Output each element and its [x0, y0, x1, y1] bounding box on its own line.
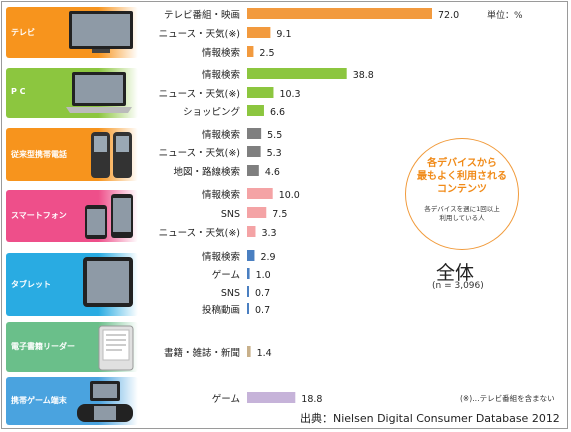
value-label: 1.4 [257, 348, 272, 359]
category-label: テレビ番組・映画 [164, 9, 240, 21]
category-label: ゲーム [212, 393, 240, 405]
callout-badge: 各デバイスから 最もよく利用される コンテンツ 各デバイスを週に1回以上 利用し… [405, 138, 519, 250]
bar [247, 128, 262, 139]
value-label: 7.5 [272, 209, 287, 220]
tablet-icon [82, 256, 134, 312]
laptop-icon [64, 71, 134, 118]
device-panel: 電子書籍リーダー [6, 322, 138, 372]
device-label: スマートフォン [11, 211, 67, 220]
device-label: テレビ [11, 27, 35, 37]
bar [247, 268, 250, 279]
flip-phone-icon [90, 131, 134, 181]
bar [247, 46, 254, 57]
callout-sub1: 各デバイスを週に1回以上 [424, 205, 500, 213]
unit-label: 単位：% [487, 11, 523, 21]
value-label: 10.3 [279, 89, 300, 100]
category-label: 投稿動画 [202, 304, 240, 316]
callout-line2: 最もよく利用される [417, 171, 507, 182]
value-label: 18.8 [301, 394, 322, 405]
category-label: 書籍・雑誌・新聞 [164, 347, 240, 359]
value-label: 0.7 [255, 288, 270, 299]
category-label: SNS [221, 288, 240, 299]
device-panel: 携帯ゲーム端末 [6, 377, 138, 425]
source-label: 出典：Nielsen Digital Consumer Database 201… [300, 412, 560, 425]
bar [247, 68, 347, 79]
device-label: 電子書籍リーダー [11, 342, 75, 351]
bar [247, 392, 296, 403]
device-panel: スマートフォン [6, 190, 138, 242]
footnote: (※)…テレビ番組を含まない [460, 394, 555, 403]
category-label: 情報検索 [202, 129, 240, 141]
bar [247, 207, 267, 218]
smartphone-icon [84, 193, 134, 242]
bar [247, 226, 256, 237]
value-label: 6.6 [270, 107, 285, 118]
bar [247, 146, 261, 157]
value-label: 5.5 [267, 130, 282, 141]
value-label: 72.0 [438, 10, 459, 21]
category-label: 情報検索 [202, 69, 240, 81]
category-label: 地図・路線検索 [173, 166, 240, 178]
value-label: 3.3 [261, 228, 276, 239]
category-label: SNS [221, 209, 240, 220]
category-label: ニュース・天気(※) [159, 28, 240, 40]
category-label: 情報検索 [202, 47, 240, 59]
device-panel: タブレット [6, 253, 138, 316]
bar [247, 303, 249, 314]
category-label: ショッピング [183, 106, 241, 118]
tv-icon [68, 10, 134, 58]
bar [247, 8, 432, 19]
category-label: ニュース・天気(※) [159, 88, 240, 100]
callout-line3: コンテンツ [437, 184, 487, 195]
bar [247, 105, 264, 116]
game-console-icon [76, 380, 134, 425]
device-panel: テレビ [6, 7, 138, 58]
value-label: 1.0 [256, 270, 271, 281]
value-label: 38.8 [353, 70, 374, 81]
bar [247, 188, 273, 199]
callout-title: 各デバイスから 最もよく利用される コンテンツ [406, 157, 518, 196]
value-label: 5.3 [267, 148, 282, 159]
value-label: 10.0 [279, 190, 300, 201]
category-label: ニュース・天気(※) [159, 227, 240, 239]
device-label: タブレット [11, 279, 51, 289]
device-label: 携帯ゲーム端末 [11, 396, 67, 405]
bar [247, 286, 249, 297]
category-label: ゲーム [212, 269, 240, 281]
bar [247, 27, 271, 38]
bar [247, 346, 251, 357]
bar [247, 250, 255, 261]
device-panel: 従来型携帯電話 [6, 128, 138, 181]
callout-sub2: 利用している人 [439, 214, 485, 222]
category-label: ニュース・天気(※) [159, 147, 240, 159]
sample-size-label: (n = 3,096) [432, 281, 484, 291]
category-label: 情報検索 [202, 189, 240, 201]
value-label: 4.6 [265, 167, 280, 178]
device-panel: P C [6, 68, 138, 118]
total-label: 全体 [436, 262, 475, 284]
bar [247, 87, 274, 98]
device-label: P C [11, 87, 26, 96]
device-label: 従来型携帯電話 [11, 149, 67, 159]
value-label: 0.7 [255, 305, 270, 316]
value-label: 2.5 [259, 48, 274, 59]
bar [247, 165, 259, 176]
ereader-icon [98, 325, 134, 372]
value-label: 9.1 [276, 29, 291, 40]
category-label: 情報検索 [202, 251, 240, 263]
callout-line1: 各デバイスから [427, 158, 497, 169]
value-label: 2.9 [260, 252, 275, 263]
callout-subtitle: 各デバイスを週に1回以上 利用している人 [406, 205, 518, 223]
